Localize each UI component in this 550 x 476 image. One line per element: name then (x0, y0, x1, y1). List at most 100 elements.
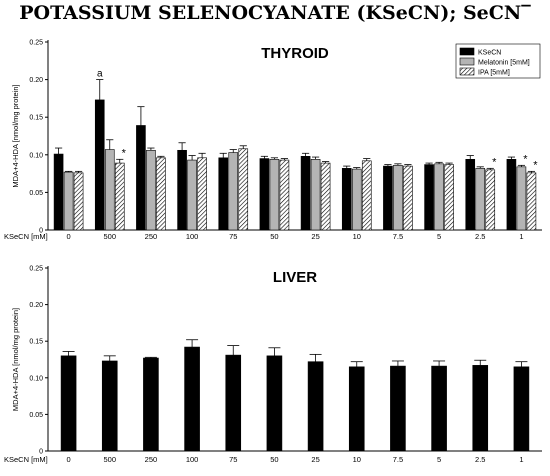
liver-y-tick-label: 0.10 (29, 375, 43, 382)
thyroid-bar (485, 169, 496, 231)
liver-y-tick-label: 0.05 (29, 412, 43, 419)
thyroid-bar (269, 159, 280, 231)
thyroid-bar (434, 163, 444, 231)
thyroid-significance-marker: * (122, 147, 127, 159)
thyroid-bar (136, 125, 146, 231)
liver-category-label: 75 (229, 455, 237, 464)
liver-bar (431, 365, 447, 452)
thyroid-bar (238, 148, 249, 231)
thyroid-y-tick-label: 0.25 (29, 40, 43, 47)
thyroid-significance-marker: * (523, 153, 528, 165)
thyroid-bar (279, 159, 290, 231)
liver-bar (184, 346, 200, 452)
thyroid-bar (506, 159, 517, 231)
liver-bar (143, 357, 159, 452)
thyroid-chart-group: 0 0.05 0.10 0.15 0.20 0.25 MDA+4-HDA [nmol/mg … (4, 40, 542, 241)
thyroid-bar (465, 159, 476, 231)
thyroid-y-tick-label: 0 (39, 228, 43, 235)
thyroid-bar (403, 165, 413, 231)
thyroid-y-tick-label: 0.20 (29, 77, 43, 84)
thyroid-bar (383, 165, 393, 231)
liver-x-axis-label: KSeCN [mM] (4, 455, 48, 464)
liver-bar (513, 366, 530, 452)
thyroid-y-axis-label: MDA+4-HDA [nmol/mg protein] (11, 84, 20, 187)
thyroid-bar (146, 149, 156, 231)
thyroid-bar (475, 168, 486, 231)
liver-category-label: 100 (186, 455, 199, 464)
liver-category-label: 250 (145, 455, 158, 464)
legend-entry: Melatonin [5mM] (478, 59, 530, 66)
thyroid-category-label: 100 (186, 232, 199, 241)
liver-y-tick-label: 0.25 (29, 266, 43, 273)
liver-category-label: 10 (353, 455, 361, 464)
liver-category-label: 50 (270, 455, 278, 464)
thyroid-bar (516, 166, 527, 231)
liver-y-tick-label: 0.20 (29, 302, 43, 309)
thyroid-bar (361, 160, 372, 231)
legend-entry: IPA [5mM] (478, 69, 510, 76)
thyroid-significance-marker: * (492, 156, 497, 168)
thyroid-bar (156, 157, 166, 231)
thyroid-bar (187, 159, 197, 231)
thyroid-bar (228, 152, 239, 231)
legend-entry: KSeCN (478, 49, 501, 56)
liver-category-label: 5 (437, 455, 441, 464)
thyroid-category-label: 1 (519, 232, 523, 241)
liver-bar (472, 365, 489, 452)
thyroid-category-label: 50 (270, 232, 278, 241)
thyroid-significance-marker: a (97, 69, 103, 80)
liver-y-tick-label: 0 (39, 449, 43, 456)
thyroid-bar (393, 165, 403, 231)
thyroid-bar (424, 164, 434, 231)
thyroid-bar (104, 149, 115, 231)
figure-title: POTASSIUM SELENOCYANATE (KSeCN); SeCN‾ (19, 2, 531, 24)
thyroid-bar (197, 157, 207, 231)
liver-category-label: 2.5 (475, 455, 485, 464)
thyroid-bar (114, 162, 125, 231)
thyroid-bar (320, 162, 331, 231)
thyroid-category-label: 75 (229, 232, 237, 241)
liver-category-label: 500 (103, 455, 116, 464)
thyroid-bar (300, 156, 311, 231)
liver-category-label: 25 (311, 455, 319, 464)
thyroid-category-label: 7.5 (393, 232, 403, 241)
thyroid-category-label: 250 (145, 232, 158, 241)
thyroid-bar (73, 172, 84, 231)
thyroid-y-tick-label: 0.15 (29, 115, 43, 122)
thyroid-bar (218, 157, 229, 231)
thyroid-y-tick-label: 0.05 (29, 190, 43, 197)
liver-bar (266, 355, 283, 452)
thyroid-bar (94, 99, 105, 231)
liver-category-label: 7.5 (393, 455, 403, 464)
thyroid-bar (177, 149, 187, 231)
thyroid-chart-title: THYROID (261, 45, 329, 62)
thyroid-bar (526, 172, 537, 231)
liver-category-label: 0 (66, 455, 70, 464)
thyroid-category-label: 0 (66, 232, 70, 241)
liver-bar (60, 355, 77, 452)
legend-swatch (459, 57, 475, 66)
thyroid-bar (310, 159, 321, 231)
liver-bar (101, 360, 118, 452)
legend-swatch (459, 47, 475, 56)
thyroid-bar (444, 164, 454, 231)
liver-chart-group: 0 0.05 0.10 0.15 0.20 0.25 MDA+4-HDA [nmol/mg … (4, 266, 542, 464)
liver-bar (390, 365, 406, 452)
liver-category-label: 1 (519, 455, 523, 464)
legend-swatch (459, 67, 475, 76)
thyroid-bar (53, 153, 64, 231)
liver-bar (225, 354, 242, 452)
thyroid-bar (351, 168, 362, 231)
thyroid-category-label: 10 (353, 232, 361, 241)
thyroid-significance-marker: * (533, 159, 538, 171)
thyroid-category-label: 2.5 (475, 232, 485, 241)
liver-bar (348, 366, 365, 452)
thyroid-x-axis-label: KSeCN [mM] (4, 232, 48, 241)
liver-chart-title: LIVER (273, 269, 317, 286)
thyroid-bar (341, 168, 352, 231)
thyroid-bar (259, 158, 270, 231)
thyroid-category-label: 5 (437, 232, 441, 241)
liver-y-tick-label: 0.15 (29, 339, 43, 346)
thyroid-category-label: 500 (103, 232, 116, 241)
liver-bar (307, 361, 324, 452)
